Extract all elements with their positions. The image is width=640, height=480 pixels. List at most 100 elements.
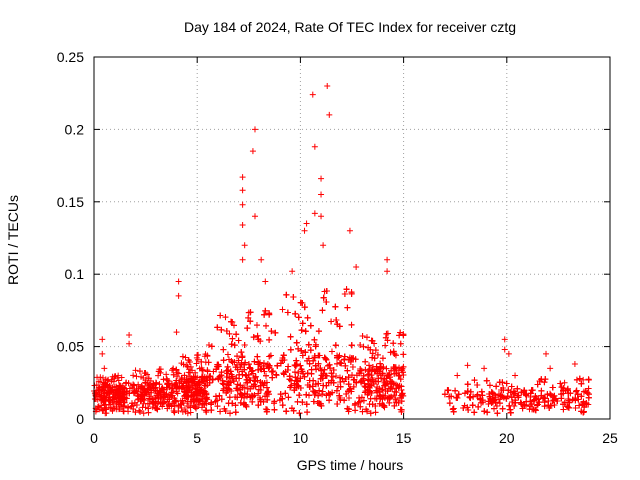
data-point xyxy=(384,337,391,344)
y-tick-label: 0.1 xyxy=(65,266,85,282)
data-point xyxy=(547,392,554,399)
data-point xyxy=(360,397,367,404)
data-point xyxy=(314,399,321,406)
data-point xyxy=(318,191,325,198)
data-point xyxy=(449,406,456,413)
data-point xyxy=(185,394,192,401)
data-point xyxy=(372,347,379,354)
data-point xyxy=(527,390,534,397)
data-point xyxy=(303,220,310,227)
data-point xyxy=(214,403,221,410)
data-point xyxy=(572,395,579,402)
data-point xyxy=(175,278,182,285)
data-point xyxy=(332,303,339,310)
data-point xyxy=(346,227,353,234)
data-point xyxy=(494,410,501,417)
data-point xyxy=(507,406,514,413)
data-point xyxy=(279,402,286,409)
data-point xyxy=(118,374,125,381)
data-point xyxy=(316,387,323,394)
data-point xyxy=(172,397,179,404)
data-point xyxy=(287,333,294,340)
data-point xyxy=(561,379,568,386)
data-point xyxy=(304,409,311,416)
data-point xyxy=(244,385,251,392)
data-point xyxy=(115,372,122,379)
data-point xyxy=(307,322,314,329)
data-point xyxy=(398,406,405,413)
data-point xyxy=(277,391,284,398)
data-point xyxy=(272,371,279,378)
data-point xyxy=(506,402,513,409)
data-point xyxy=(247,318,254,325)
data-point xyxy=(383,365,390,372)
data-point xyxy=(101,394,108,401)
data-point xyxy=(250,334,257,341)
data-point xyxy=(140,396,147,403)
data-point xyxy=(323,298,330,305)
data-point xyxy=(454,394,461,401)
data-point xyxy=(174,390,181,397)
data-point xyxy=(102,376,109,383)
data-point xyxy=(323,288,330,295)
data-point xyxy=(393,370,400,377)
data-point xyxy=(496,400,503,407)
data-point xyxy=(353,379,360,386)
data-point xyxy=(565,404,572,411)
data-point xyxy=(341,290,348,297)
data-point xyxy=(475,403,482,410)
data-point xyxy=(261,368,268,375)
data-point xyxy=(322,355,329,362)
data-point xyxy=(126,340,133,347)
data-point xyxy=(128,400,135,407)
data-point xyxy=(204,368,211,375)
data-point xyxy=(173,379,180,386)
data-point xyxy=(396,364,403,371)
data-point xyxy=(261,311,268,318)
data-point xyxy=(382,382,389,389)
data-point xyxy=(350,355,357,362)
data-point xyxy=(106,397,113,404)
data-point xyxy=(454,372,461,379)
data-point xyxy=(320,242,327,249)
data-point xyxy=(239,187,246,194)
data-point xyxy=(185,378,192,385)
data-point xyxy=(508,394,515,401)
data-point xyxy=(445,387,452,394)
data-point xyxy=(163,375,170,382)
data-point xyxy=(365,376,372,383)
data-point xyxy=(262,393,269,400)
data-point xyxy=(263,372,270,379)
data-point xyxy=(486,382,493,389)
data-point xyxy=(319,375,326,382)
data-point xyxy=(170,365,177,372)
data-point xyxy=(255,336,262,343)
data-point xyxy=(378,375,385,382)
data-point xyxy=(150,385,157,392)
data-point xyxy=(205,341,212,348)
data-point xyxy=(142,380,149,387)
data-point xyxy=(173,367,180,374)
data-point xyxy=(359,408,366,415)
data-point xyxy=(93,387,100,394)
data-point xyxy=(323,372,330,379)
data-point xyxy=(533,402,540,409)
data-point xyxy=(245,371,252,378)
data-point xyxy=(260,365,267,372)
data-point xyxy=(369,350,376,357)
data-point xyxy=(232,364,239,371)
data-point xyxy=(305,341,312,348)
data-point xyxy=(141,385,148,392)
data-point xyxy=(290,293,297,300)
data-point xyxy=(491,405,498,412)
data-point xyxy=(296,392,303,399)
data-point xyxy=(268,368,275,375)
data-point xyxy=(262,307,269,314)
data-point xyxy=(311,336,318,343)
data-point xyxy=(326,361,333,368)
data-point xyxy=(254,353,261,360)
data-point xyxy=(257,396,264,403)
data-point xyxy=(182,408,189,415)
data-point xyxy=(365,344,372,351)
data-point xyxy=(307,347,314,354)
